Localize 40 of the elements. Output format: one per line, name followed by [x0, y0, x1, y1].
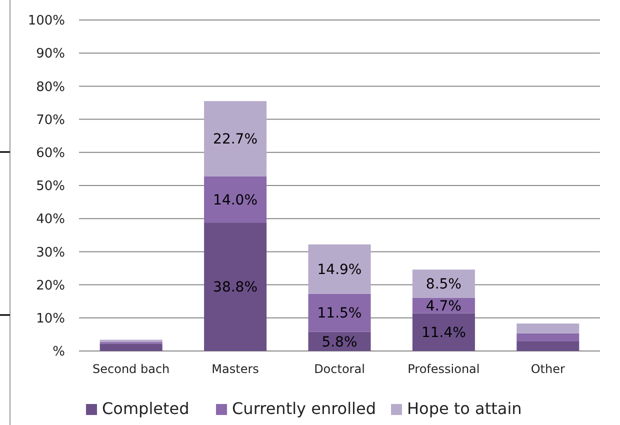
- y-tick-label: 50%: [36, 179, 65, 194]
- bar: [516, 341, 580, 351]
- data-label: 14.9%: [317, 262, 362, 278]
- bar: [412, 270, 475, 298]
- data-label: 4.7%: [426, 298, 462, 314]
- y-tick-label: 60%: [36, 146, 65, 161]
- data-label: 8.5%: [426, 276, 462, 293]
- bar: [516, 333, 580, 342]
- data-label: 38.8%: [213, 280, 258, 296]
- bar: [516, 324, 580, 334]
- x-tick-label: Masters: [212, 362, 259, 376]
- data-label: 22.7%: [213, 132, 258, 148]
- legend-label: Hope to attain: [407, 399, 522, 418]
- y-tick-label: 20%: [36, 278, 65, 294]
- y-tick-label: %: [52, 344, 65, 360]
- bar: [204, 101, 267, 176]
- bar: [204, 222, 267, 351]
- data-label: 11.5%: [317, 306, 362, 322]
- bar: [100, 344, 162, 351]
- x-tick-label: Second bach: [92, 362, 170, 376]
- bar: [100, 340, 162, 342]
- x-tick-label: Doctoral: [314, 362, 365, 376]
- data-label: 5.8%: [322, 334, 358, 350]
- data-label: 14.0%: [213, 192, 258, 208]
- y-tick-label: 30%: [36, 245, 65, 260]
- bar: [308, 244, 371, 294]
- legend-label: Completed: [102, 399, 190, 418]
- legend-label: Currently enrolled: [232, 399, 376, 418]
- y-tick-label: 70%: [36, 112, 65, 128]
- bar: [412, 313, 475, 351]
- y-tick-label: 90%: [36, 46, 65, 62]
- bar: [204, 176, 267, 223]
- bar: [308, 294, 371, 332]
- y-tick-label: 10%: [36, 311, 65, 326]
- y-tick-label: 100%: [28, 14, 65, 29]
- x-tick-label: Other: [530, 362, 565, 376]
- data-label: 11.4%: [421, 325, 466, 342]
- y-tick-label: 40%: [36, 212, 65, 228]
- x-tick-label: Professional: [408, 362, 480, 376]
- y-tick-label: 80%: [36, 80, 65, 95]
